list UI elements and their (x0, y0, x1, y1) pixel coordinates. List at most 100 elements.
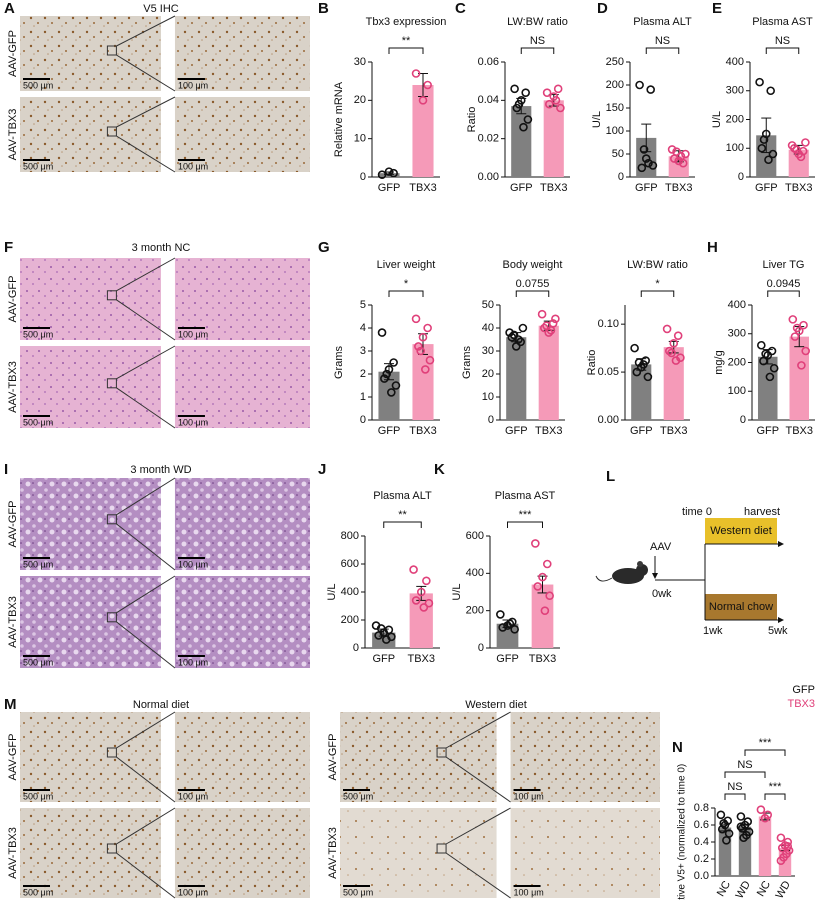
micrograph-zoom (174, 346, 310, 428)
y-tick-label: 0 (740, 414, 746, 426)
data-point (766, 86, 775, 96)
panel-letter: E (712, 0, 722, 17)
week-label: 0wk (652, 588, 672, 600)
data-point (518, 323, 528, 333)
scale-label: 500 μm (23, 417, 53, 427)
micrograph-zoom (174, 258, 310, 340)
x-tick-label: GFP (510, 182, 533, 194)
data-point (516, 337, 525, 347)
zoom-line (116, 477, 176, 516)
panel-letter: C (455, 0, 466, 17)
significance-label: NS (530, 35, 545, 47)
data-point (759, 135, 769, 144)
significance-bracket (383, 521, 422, 528)
x-tick-label: TBX3 (665, 182, 693, 194)
y-tick-label: 0.4 (694, 836, 709, 848)
data-point (411, 314, 421, 324)
diet-label: Western diet (710, 525, 772, 537)
y-axis-label: U/L (711, 111, 723, 128)
y-axis-label: Grams (461, 346, 473, 380)
bar (543, 100, 564, 177)
y-axis-label: U/L (326, 583, 338, 600)
data-point (391, 381, 401, 390)
bar (538, 325, 559, 420)
y-axis-label: Relative V5+ (normalized to time 0) (677, 764, 688, 900)
y-tick-label: 100 (728, 385, 746, 397)
micrograph-zoom (510, 808, 660, 898)
y-tick-label: 0.05 (598, 366, 619, 378)
x-tick-label: GFP (505, 425, 528, 437)
zoom-line (116, 299, 176, 341)
zoom-box (106, 290, 117, 301)
data-point (776, 856, 786, 866)
micrograph (20, 478, 161, 570)
data-point (540, 606, 550, 615)
data-point (648, 161, 658, 170)
data-point (761, 349, 770, 359)
y-tick-label: 400 (728, 299, 746, 311)
scale-label: 500 μm (23, 791, 53, 801)
scale-label: 500 μm (343, 791, 373, 801)
data-point (716, 810, 726, 820)
y-axis-label: U/L (451, 583, 463, 600)
data-point (384, 365, 394, 374)
data-point (422, 576, 431, 586)
row-label: AAV-TBX3 (327, 827, 339, 879)
scale-label: 100 μm (514, 791, 544, 801)
legend-entry: TBX3 (787, 698, 815, 710)
y-axis-label: U/L (591, 111, 603, 128)
zoom-line (116, 96, 176, 128)
panel-letter: A (4, 0, 15, 17)
legend-entry: GFP (792, 684, 815, 696)
scale-label: 500 μm (23, 80, 53, 90)
data-point (545, 591, 554, 601)
scale-label: 500 μm (23, 657, 53, 667)
significance-label: * (404, 278, 409, 290)
data-point (667, 145, 677, 154)
arrow-head (778, 541, 784, 547)
time-label: time 0 (682, 506, 712, 518)
data-point (510, 625, 519, 634)
data-point (419, 603, 429, 612)
x-tick-label: GFP (378, 425, 401, 437)
panel-letter: H (707, 239, 718, 256)
data-point (644, 158, 653, 168)
y-axis-label: mg/g (713, 350, 725, 374)
data-point (755, 77, 764, 87)
y-tick-label: 0.2 (694, 853, 709, 865)
panel-title: 3 month WD (130, 464, 191, 476)
scale-label: 100 μm (178, 417, 208, 427)
row-label: AAV-TBX3 (7, 109, 19, 161)
data-point (380, 374, 389, 383)
panel-letter: K (434, 461, 445, 478)
significance-label: *** (519, 509, 533, 521)
y-tick-label: 50 (612, 148, 624, 160)
data-point (776, 833, 786, 843)
chart-title: Liver weight (377, 259, 436, 271)
y-tick-label: 200 (726, 113, 744, 125)
data-point (523, 115, 533, 124)
data-point (662, 324, 672, 334)
x-tick-label: GFP (755, 182, 778, 194)
y-tick-label: 20 (354, 94, 366, 106)
chart-title: Liver TG (763, 259, 805, 271)
data-point (382, 369, 391, 379)
mouse-icon (595, 575, 613, 582)
micrograph (20, 576, 161, 668)
data-point (737, 824, 747, 833)
y-tick-label: 400 (466, 567, 484, 579)
scale-label: 100 μm (178, 329, 208, 339)
chart-title: Plasma ALT (633, 16, 692, 28)
panel-letter: G (318, 239, 330, 256)
data-point (531, 539, 540, 548)
data-point (637, 163, 647, 173)
bar (789, 336, 810, 420)
data-point (739, 833, 748, 843)
data-point (542, 559, 552, 569)
zoom-line (116, 135, 176, 173)
diet-box (705, 518, 777, 544)
data-point (769, 363, 779, 373)
data-point (545, 99, 554, 109)
y-tick-label: 0.8 (694, 802, 709, 814)
